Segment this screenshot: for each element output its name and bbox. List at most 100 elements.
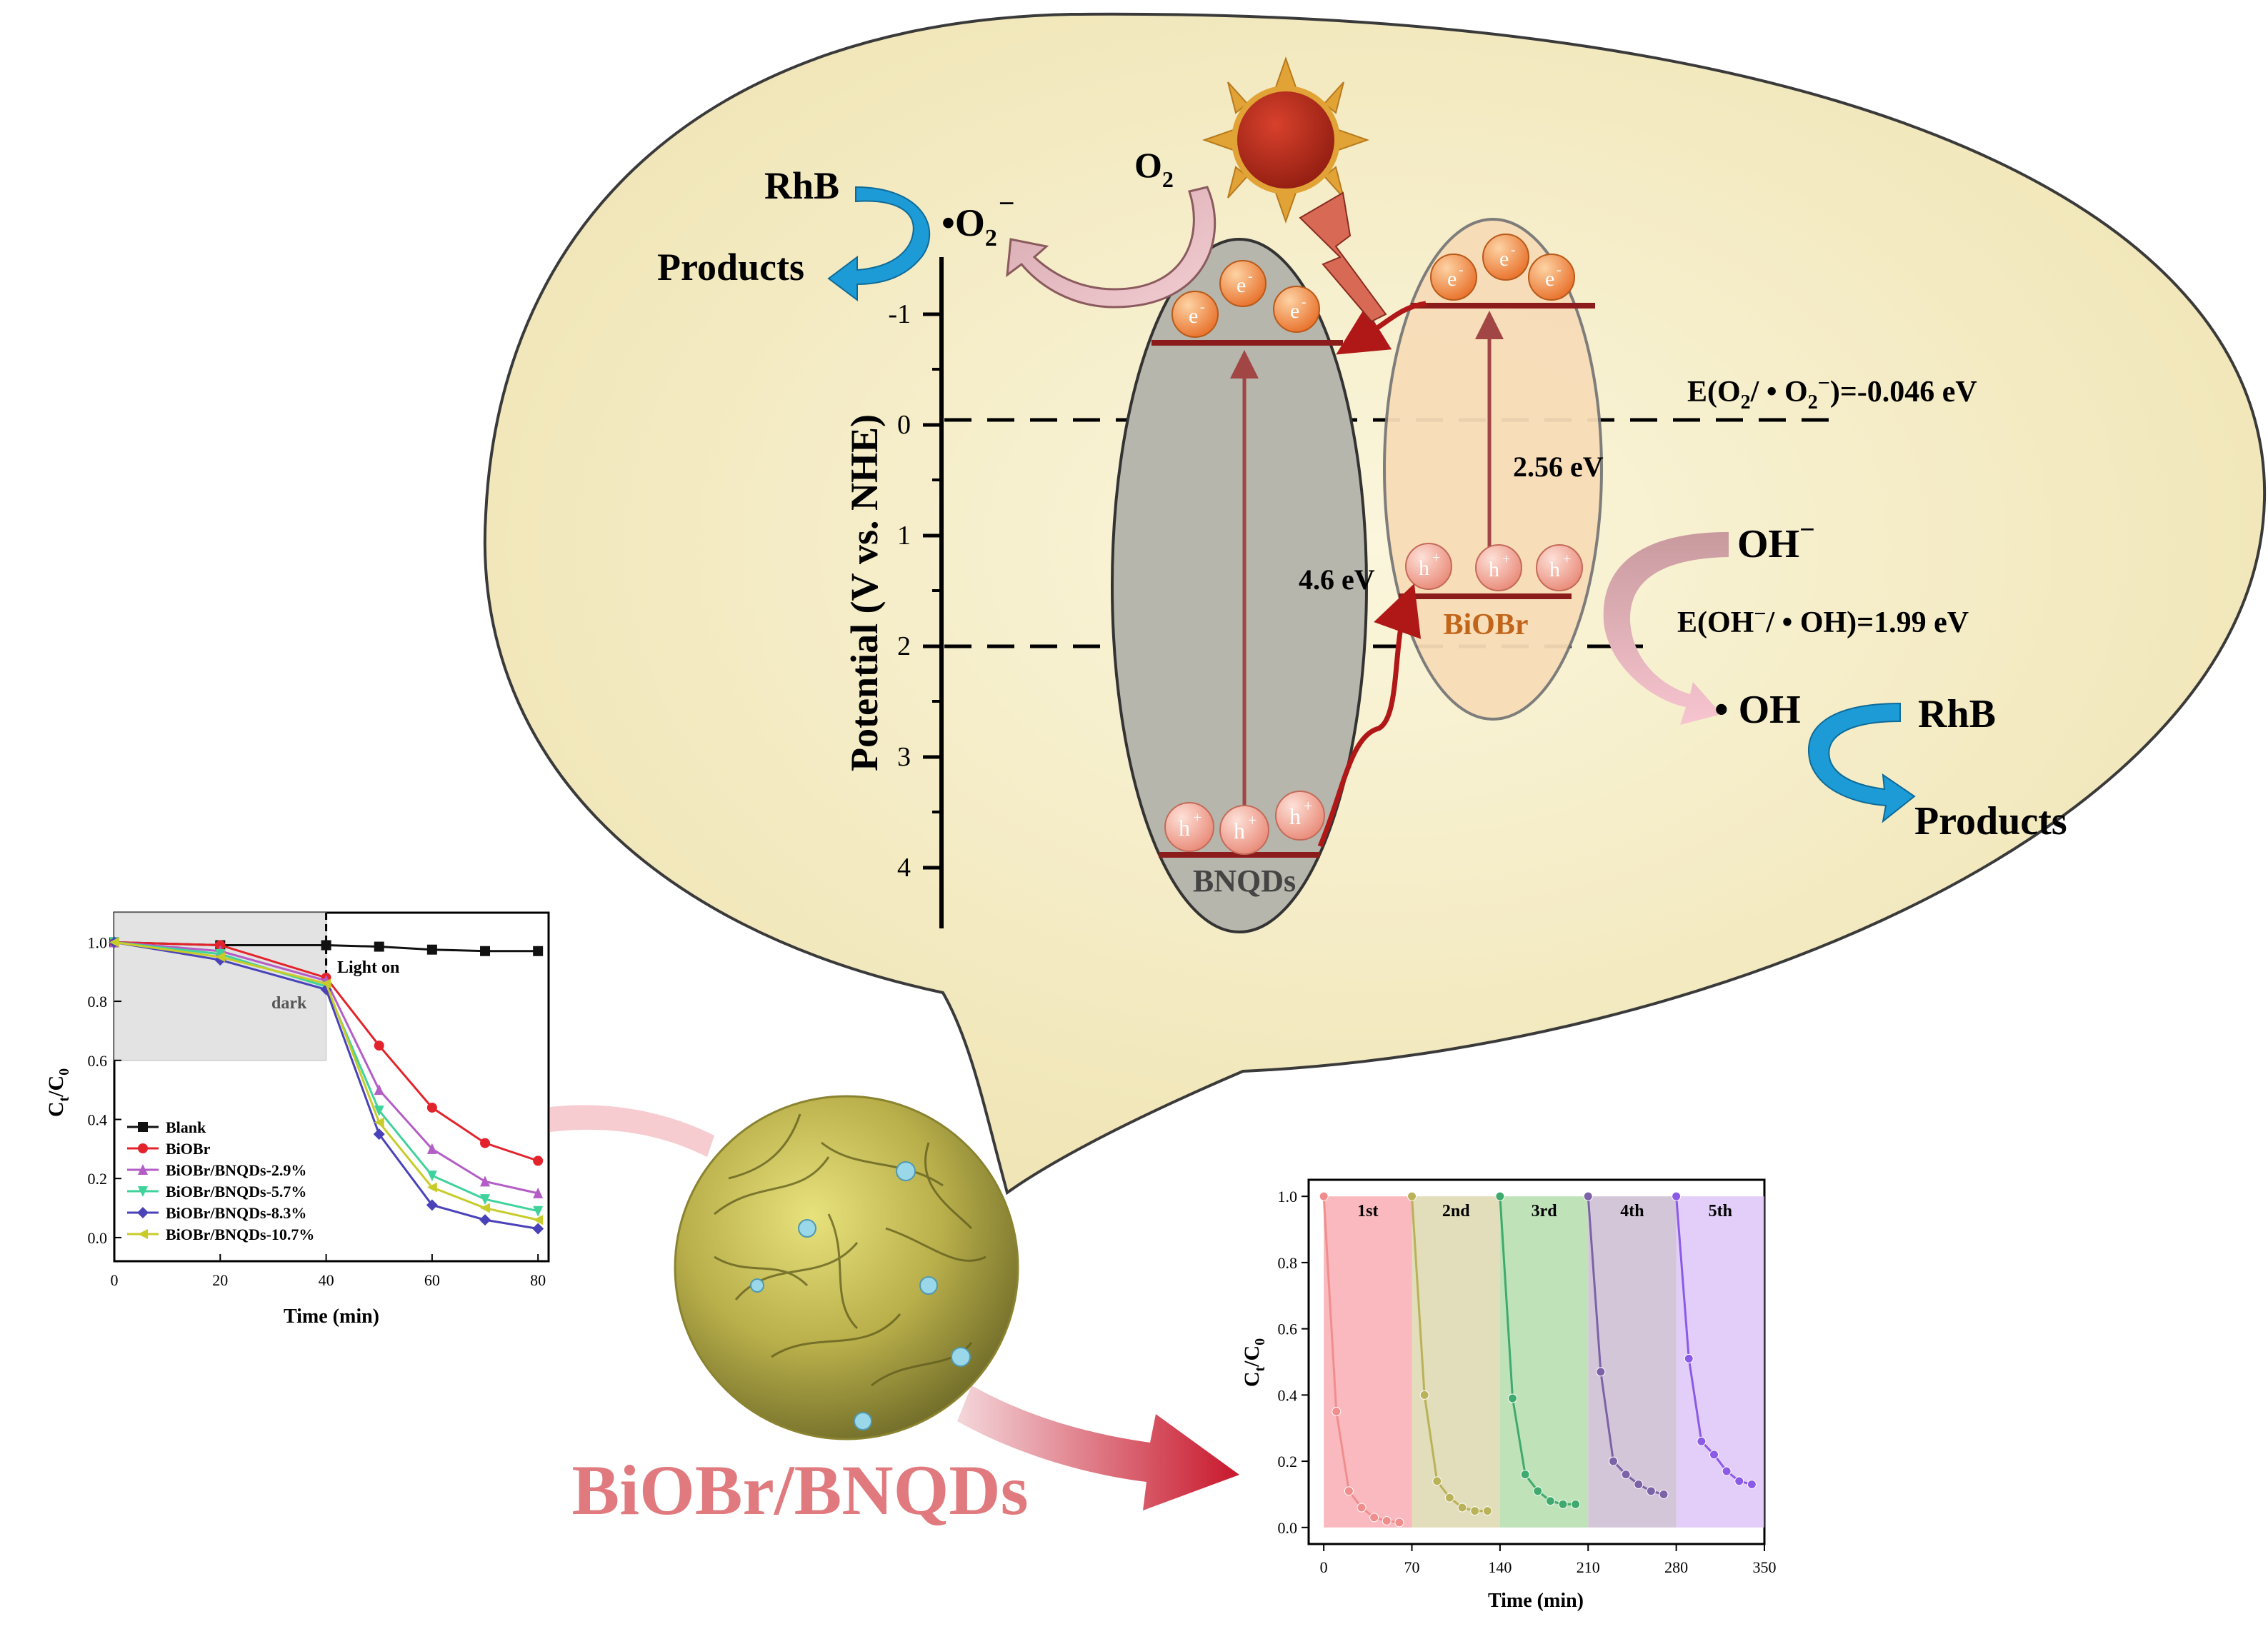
products-label: Products — [657, 246, 804, 289]
x-tick-label: 0 — [111, 1271, 119, 1289]
y-tick-label: 0.2 — [1278, 1453, 1298, 1470]
data-point — [215, 940, 226, 951]
data-point — [1444, 1493, 1454, 1503]
cycle-band — [1412, 1196, 1500, 1528]
connector-arrow — [957, 1385, 1239, 1510]
y-axis-title: Ct/C0 — [1240, 1338, 1268, 1387]
data-point — [1394, 1518, 1404, 1528]
tick-label: 3 — [897, 742, 911, 772]
data-point — [426, 1199, 438, 1211]
x-axis-title: Time (min) — [284, 1305, 379, 1328]
cycle-label: 3rd — [1532, 1202, 1558, 1221]
electron-particle: e - — [1219, 260, 1267, 307]
data-point — [1344, 1486, 1354, 1496]
x-tick-label: 40 — [319, 1271, 334, 1289]
data-point — [532, 1223, 544, 1235]
x-tick-label: 80 — [530, 1271, 546, 1289]
data-point — [1609, 1456, 1619, 1466]
biobr-band: 2.56 eV BiOBr e - e - e - h + h + — [1383, 218, 1604, 721]
svg-text:h: h — [1489, 558, 1499, 581]
y-tick-label: 1.0 — [88, 933, 108, 951]
hydroxide-label: OH− — [1737, 515, 1815, 566]
svg-text:-: - — [1557, 262, 1562, 278]
cycle-band — [1588, 1196, 1677, 1528]
material-title: BiOBr/BNQDs — [572, 1450, 1029, 1530]
data-point — [480, 946, 491, 956]
dark-region — [114, 912, 327, 1061]
legend-marker — [138, 1122, 148, 1132]
axis-title: Potential (V vs. NHE) — [843, 414, 886, 771]
superoxide-label: •O2− — [941, 187, 1015, 251]
electron-particle: e - — [1273, 286, 1320, 333]
y-tick-label: 0.0 — [1278, 1519, 1298, 1537]
data-point — [480, 1176, 491, 1187]
cycle-band — [1324, 1196, 1412, 1528]
legend-marker — [138, 1164, 148, 1175]
rhb-label: RhB — [1918, 692, 1996, 736]
electron-particle: e - — [1528, 254, 1575, 301]
lightning-icon — [1299, 191, 1387, 323]
hole-particle: h + — [1275, 791, 1325, 841]
data-point — [1319, 1191, 1329, 1201]
tick-label: 1 — [897, 521, 911, 551]
legend-marker — [138, 1186, 148, 1197]
data-point — [1646, 1486, 1656, 1496]
tick-label: -1 — [888, 299, 911, 329]
data-point — [1684, 1353, 1694, 1363]
y-tick-label: 0.2 — [88, 1170, 108, 1188]
x-axis-title: Time (min) — [1488, 1590, 1584, 1612]
degradation-chart: Light on dark Ct/C0 Time (min) 0 20 40 60 80… — [44, 911, 550, 1328]
data-point — [1634, 1480, 1644, 1490]
svg-text:h: h — [1289, 803, 1301, 829]
electron-particle: e - — [1430, 254, 1477, 301]
x-tick-label: 20 — [212, 1271, 228, 1289]
bnqds-label: BNQDs — [1193, 863, 1296, 898]
tick-label: 4 — [897, 853, 911, 883]
legend-marker — [138, 1143, 148, 1153]
nanosphere-image — [674, 1095, 1019, 1440]
data-point — [1533, 1486, 1543, 1496]
svg-text:h: h — [1549, 558, 1560, 581]
data-point — [373, 1128, 385, 1141]
data-point — [533, 1206, 544, 1217]
data-point — [533, 946, 544, 956]
legend-label: BiOBr — [166, 1140, 211, 1158]
oh-potential-label: E(OH−/ • OH)=1.99 eV — [1677, 602, 1969, 639]
legend-label: Blank — [166, 1118, 206, 1136]
x-tick-label: 350 — [1753, 1558, 1777, 1576]
svg-text:h: h — [1179, 815, 1190, 841]
legend-label: BiOBr/BNQDs-2.9% — [166, 1161, 306, 1179]
cycle-band — [1499, 1196, 1589, 1528]
svg-text:e: e — [1290, 299, 1299, 323]
legend-marker — [138, 1229, 148, 1239]
hole-particle: h + — [1219, 805, 1269, 855]
data-point — [426, 1171, 437, 1182]
hole-particle: h + — [1405, 543, 1452, 590]
svg-text:-: - — [1511, 242, 1516, 258]
y-tick-label: 0.8 — [88, 993, 108, 1011]
cycle-label: 4th — [1620, 1202, 1644, 1221]
electron-particle: e - — [1482, 234, 1529, 281]
data-point — [533, 1215, 544, 1225]
electron-particle: e - — [1172, 291, 1219, 338]
band-gap-label: 2.56 eV — [1513, 451, 1604, 483]
y-tick-label: 0.4 — [88, 1111, 108, 1128]
data-point — [480, 1203, 491, 1213]
svg-text:-: - — [1200, 299, 1205, 315]
data-point — [480, 1194, 491, 1206]
y-tick-label: 0.0 — [88, 1229, 108, 1247]
data-point — [374, 1084, 384, 1096]
data-point — [1734, 1476, 1744, 1486]
data-point — [215, 952, 226, 963]
data-point — [1332, 1407, 1342, 1417]
svg-text:e: e — [1545, 267, 1554, 291]
x-tick-label: 210 — [1577, 1558, 1600, 1576]
band-gap-label: 4.6 eV — [1299, 563, 1375, 596]
svg-text:e: e — [1189, 304, 1198, 328]
data-point — [1596, 1367, 1606, 1377]
data-point — [1482, 1506, 1492, 1516]
data-point — [1508, 1393, 1518, 1403]
svg-text:-: - — [1459, 262, 1464, 278]
svg-text:+: + — [1248, 811, 1257, 829]
